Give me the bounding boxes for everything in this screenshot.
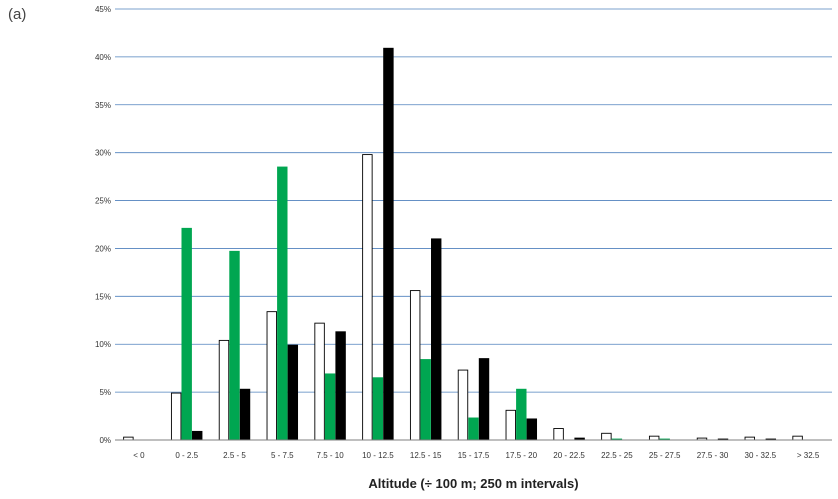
y-tick-label: 10%: [95, 340, 111, 349]
y-tick-label: 30%: [95, 149, 111, 158]
y-tick-label: 0%: [99, 436, 111, 445]
x-tick-label: 10 - 12.5: [362, 451, 394, 460]
bar-series-2: [181, 227, 192, 441]
bar-series-1: [553, 428, 564, 441]
bar-series-3: [335, 331, 346, 441]
x-tick-label: 2.5 - 5: [223, 451, 246, 460]
x-tick-label: 0 - 2.5: [175, 451, 198, 460]
bar-series-1: [648, 435, 660, 441]
x-tick-label: 27.5 - 30: [697, 451, 729, 460]
y-tick-label: 35%: [95, 101, 111, 110]
bar-series-1: [601, 432, 612, 441]
bar-series-1: [362, 154, 373, 441]
bars: [123, 47, 803, 441]
bar-series-2: [372, 377, 384, 441]
bar-series-3: [478, 358, 490, 441]
bar-series-3: [383, 47, 394, 441]
x-tick-label: > 32.5: [797, 451, 820, 460]
bar-series-3: [431, 238, 442, 441]
bar-series-2: [277, 166, 288, 441]
bar-series-1: [170, 392, 182, 441]
bar-series-1: [409, 290, 421, 441]
bar-series-1: [505, 409, 516, 441]
gridlines: [115, 8, 832, 393]
x-tick-label: 17.5 - 20: [506, 451, 538, 460]
x-tick-label: 30 - 32.5: [745, 451, 777, 460]
y-tick-label: 25%: [95, 197, 111, 206]
x-tick-label: 12.5 - 15: [410, 451, 442, 460]
y-axis-tick-labels: 0% 5% 10% 15% 20% 25% 30% 35% 40% 45%: [95, 5, 111, 445]
x-tick-label: 20 - 22.5: [553, 451, 585, 460]
bar-series-1: [457, 369, 469, 441]
x-tick-label: 5 - 7.5: [271, 451, 294, 460]
x-tick-label: 25 - 27.5: [649, 451, 681, 460]
x-tick-label: 15 - 17.5: [458, 451, 490, 460]
x-tick-label: 7.5 - 10: [317, 451, 345, 460]
bar-series-2: [516, 388, 527, 441]
y-tick-label: 5%: [99, 388, 111, 397]
bar-series-2: [420, 359, 431, 441]
x-axis-title: Altitude (÷ 100 m; 250 m intervals): [368, 476, 578, 491]
x-tick-label: < 0: [133, 451, 145, 460]
x-axis-tick-labels: < 0 0 - 2.5 2.5 - 5 5 - 7.5 7.5 - 10 10 - 12.…: [133, 451, 820, 460]
bar-series-1: [314, 322, 325, 441]
bar-series-2: [229, 250, 240, 441]
bar-series-2: [468, 417, 479, 441]
bar-series-1: [266, 311, 277, 441]
bar-series-2: [324, 373, 336, 441]
y-tick-label: 45%: [95, 5, 111, 14]
y-tick-label: 20%: [95, 244, 111, 253]
bar-series-3: [526, 418, 538, 441]
y-tick-label: 15%: [95, 292, 111, 301]
panel-label: (a): [8, 6, 27, 23]
bar-series-3: [192, 430, 203, 441]
bar-series-3: [287, 344, 299, 441]
bar-series-1: [218, 339, 230, 441]
x-tick-label: 22.5 - 25: [601, 451, 633, 460]
bar-series-1: [792, 435, 803, 441]
bar-series-3: [239, 388, 251, 441]
y-tick-label: 40%: [95, 53, 111, 62]
